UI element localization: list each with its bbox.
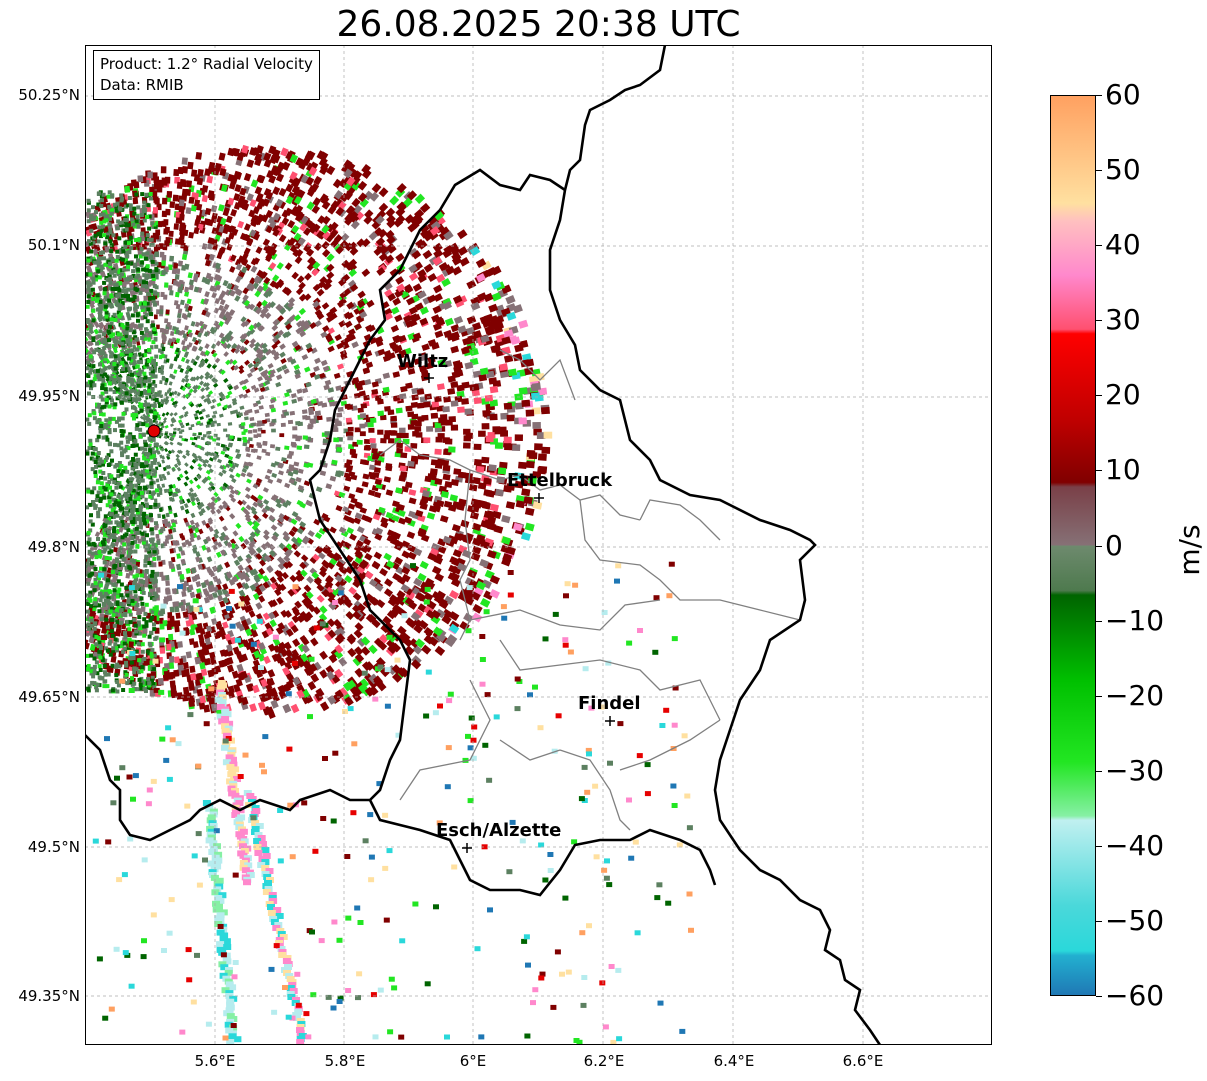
colorbar-tick-mark (1096, 395, 1102, 397)
lon-tick-label: 6.2°E (583, 1052, 625, 1070)
lon-tick-label: 5.6°E (194, 1052, 236, 1070)
colorbar-tick-mark (1096, 996, 1102, 997)
city-marker-wiltz (424, 373, 434, 383)
product-label: Product: 1.2° Radial Velocity (100, 55, 313, 73)
colorbar-tick-label: 10 (1105, 453, 1141, 487)
colorbar-tick-label: −20 (1105, 678, 1165, 712)
colorbar-tick-label: 30 (1105, 303, 1141, 337)
colorbar-tick-label: −50 (1105, 903, 1165, 937)
city-marker-ettelbruck (534, 493, 544, 503)
lat-tick-label: 49.35°N (18, 987, 80, 1005)
city-markers (424, 373, 615, 853)
lat-tick-label: 49.8°N (27, 538, 80, 556)
lat-tick-label: 49.95°N (18, 387, 80, 405)
colorbar-tick-mark (1096, 845, 1102, 847)
lon-tick-label: 6.4°E (713, 1052, 755, 1070)
colorbar-tick-label: 20 (1105, 378, 1141, 412)
colorbar-tick-mark (1096, 920, 1102, 922)
colorbar-tick-mark (1096, 95, 1102, 96)
colorbar-tick-label: 0 (1105, 528, 1123, 562)
colorbar-tick-label: −60 (1105, 979, 1165, 1012)
colorbar-gradient (1050, 95, 1096, 996)
city-marker-findel (605, 716, 615, 726)
colorbar-tick-mark (1096, 320, 1102, 322)
lon-tick-label: 5.8°E (324, 1052, 366, 1070)
colorbar-tick-mark (1096, 470, 1102, 472)
lat-tick-label: 49.65°N (18, 688, 80, 706)
map-title: 26.08.2025 20:38 UTC (336, 4, 741, 45)
colorbar-tick-mark (1096, 620, 1102, 622)
admin-boundaries (379, 349, 801, 831)
colorbar-tick-label: 60 (1105, 78, 1141, 111)
colorbar-tick-mark (1096, 545, 1102, 547)
colorbar-tick-label: 50 (1105, 153, 1141, 187)
colorbar-tick-label: −30 (1105, 753, 1165, 787)
colorbar-tick-label: −40 (1105, 828, 1165, 862)
colorbar-tick-mark (1096, 770, 1102, 772)
radar-site-marker (147, 424, 161, 438)
lat-tick-label: 50.1°N (27, 236, 80, 254)
graticule (85, 45, 992, 1045)
radar-echo-layer (85, 144, 694, 1045)
city-label-ettelbruck: Ettelbruck (507, 470, 613, 491)
product-info-box: Product: 1.2° Radial Velocity Data: RMIB (93, 50, 320, 100)
lon-tick-label: 6°E (459, 1052, 487, 1070)
city-label-wiltz: Wiltz (397, 351, 449, 372)
colorbar (1050, 95, 1096, 996)
colorbar-tick-mark (1096, 170, 1102, 172)
data-source-label: Data: RMIB (100, 76, 184, 94)
national-borders (85, 45, 882, 1045)
colorbar-unit-label: m/s (1173, 524, 1206, 576)
colorbar-tick-label: −10 (1105, 603, 1165, 637)
lat-tick-label: 50.25°N (18, 86, 80, 104)
colorbar-tick-mark (1096, 695, 1102, 697)
lon-tick-label: 6.6°E (842, 1052, 884, 1070)
city-marker-esch-alzette (462, 843, 472, 853)
colorbar-tick-label: 40 (1105, 228, 1141, 262)
map-frame (85, 45, 992, 1045)
city-label-esch-alzette: Esch/Alzette (436, 820, 562, 841)
lat-tick-label: 49.5°N (27, 838, 80, 856)
colorbar-tick-mark (1096, 245, 1102, 247)
city-label-findel: Findel (578, 693, 641, 714)
